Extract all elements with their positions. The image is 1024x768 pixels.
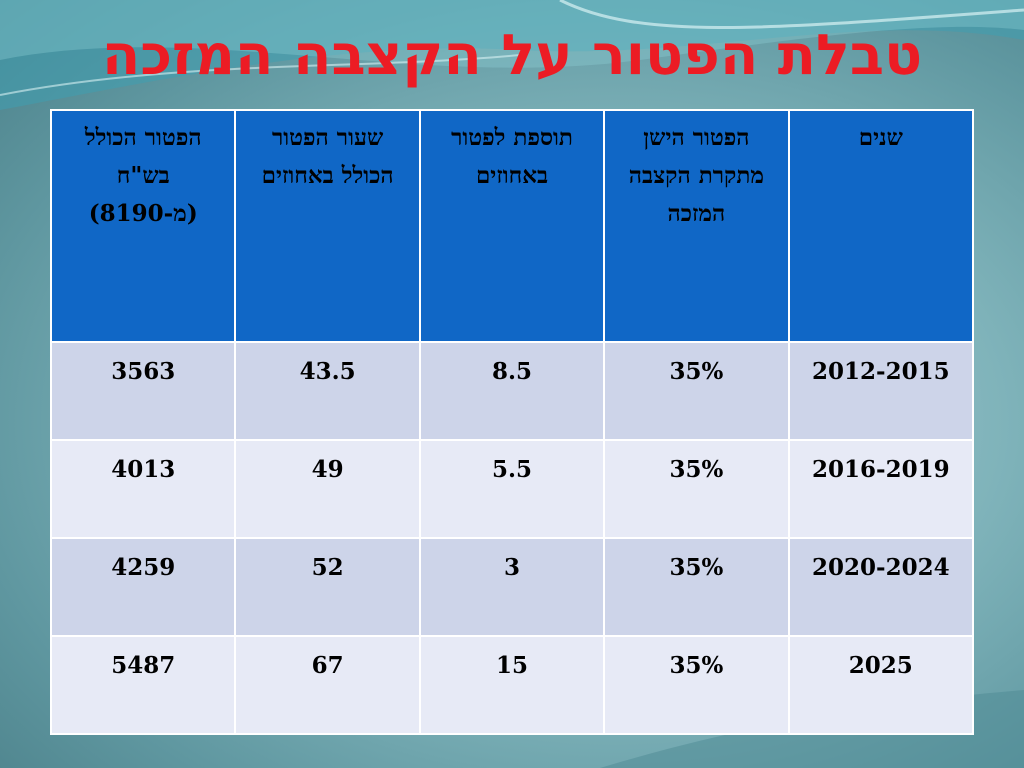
table-row: 2020-2024 35% 3 52 4259 <box>49 537 975 637</box>
cell-exemption-addition: 8.5 <box>418 341 606 441</box>
cell-exemption-addition: 3 <box>418 537 606 637</box>
cell-total-exemption-rate: 67 <box>234 635 421 735</box>
cell-old-exemption: 35% <box>603 341 790 441</box>
cell-total-exemption-nis: 5487 <box>49 635 237 735</box>
cell-total-exemption-nis: 3563 <box>49 341 237 441</box>
cell-old-exemption: 35% <box>603 439 790 539</box>
cell-total-exemption-nis: 4013 <box>49 439 237 539</box>
table-row: 2012-2015 35% 8.5 43.5 3563 <box>49 341 975 441</box>
cell-exemption-addition: 15 <box>418 635 606 735</box>
slide-title: טבלת הפטור על הקצבה המזכה <box>101 23 923 88</box>
table-row: 2025 35% 15 67 5487 <box>49 635 975 735</box>
cell-years: 2016-2019 <box>787 439 975 539</box>
cell-total-exemption-nis: 4259 <box>49 537 237 637</box>
cell-total-exemption-rate: 49 <box>234 439 421 539</box>
cell-years: 2012-2015 <box>787 341 975 441</box>
cell-years: 2025 <box>787 635 975 735</box>
cell-total-exemption-rate: 52 <box>234 537 421 637</box>
table-header-row: שנים הפטור הישן מתקרת הקצבה המזכה תוספת … <box>49 109 975 343</box>
header-old-exemption: הפטור הישן מתקרת הקצבה המזכה <box>603 109 790 343</box>
header-years: שנים <box>787 109 975 343</box>
exemption-table: שנים הפטור הישן מתקרת הקצבה המזכה תוספת … <box>49 109 975 735</box>
cell-old-exemption: 35% <box>603 635 790 735</box>
cell-total-exemption-rate: 43.5 <box>234 341 421 441</box>
cell-exemption-addition: 5.5 <box>418 439 606 539</box>
cell-years: 2020-2024 <box>787 537 975 637</box>
cell-old-exemption: 35% <box>603 537 790 637</box>
header-total-exemption-rate: שעור הפטור הכולל באחוזים <box>234 109 421 343</box>
table-row: 2016-2019 35% 5.5 49 4013 <box>49 439 975 539</box>
header-total-exemption-nis: הפטור הכולל בש"ח (מ-8190) <box>49 109 237 343</box>
header-exemption-addition: תוספת לפטור באחוזים <box>418 109 606 343</box>
